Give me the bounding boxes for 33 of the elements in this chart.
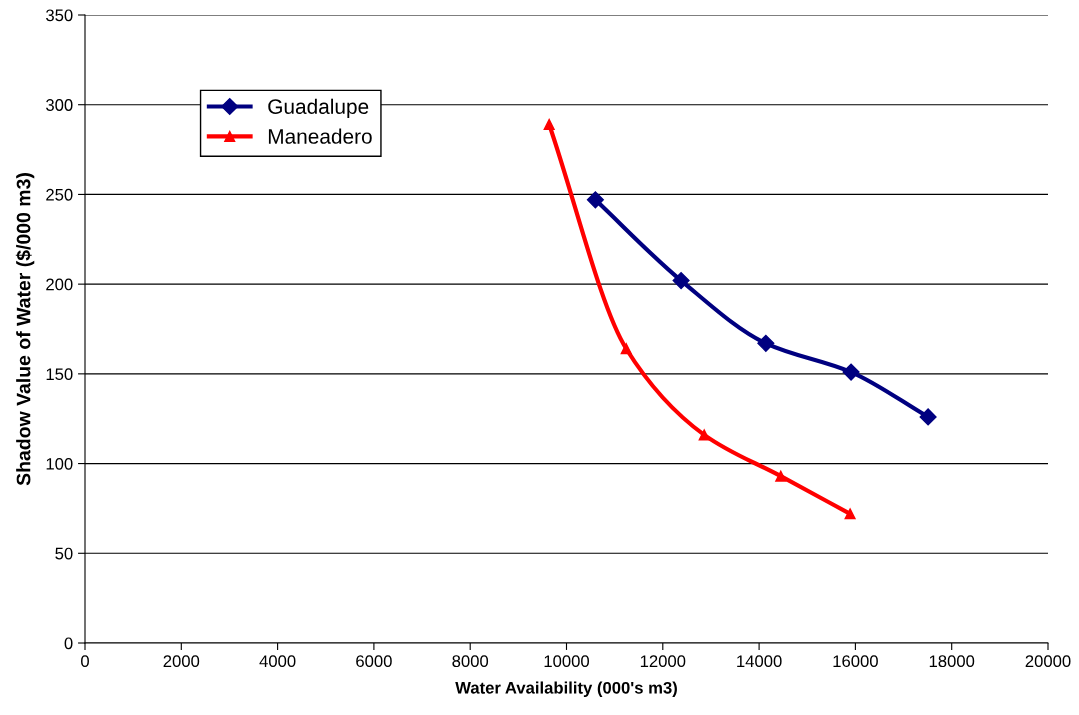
y-tick-label: 350: [46, 9, 73, 22]
y-tick-label: 100: [46, 457, 73, 470]
point: [775, 470, 787, 482]
x-tick-label: 2000: [163, 655, 200, 668]
x-tick-label: 16000: [833, 655, 878, 668]
legend-label: Guadalupe: [268, 98, 369, 119]
point: [543, 118, 555, 131]
x-tick-label: 14000: [737, 655, 782, 668]
x-tick-label: 18000: [929, 655, 975, 668]
x-axis-title: Water Availability (000's m3): [455, 681, 677, 697]
point: [698, 429, 710, 441]
point: [844, 508, 856, 520]
x-tick-label: 0: [81, 655, 89, 668]
x-tick-label: 8000: [452, 655, 489, 668]
point: [842, 363, 860, 381]
point: [672, 272, 690, 290]
y-axis-title: Shadow Value of Water ($/000 m3): [15, 173, 35, 486]
y-tick-label: 50: [55, 547, 73, 560]
x-tick-label: 4000: [259, 655, 296, 668]
point: [757, 334, 775, 352]
y-tick-label: 300: [46, 99, 73, 111]
point: [620, 343, 632, 355]
y-tick-label: 250: [46, 188, 73, 201]
legend-label: Maneadero: [268, 128, 372, 144]
point: [586, 191, 604, 209]
y-tick-label: 0: [64, 637, 73, 650]
x-tick-label: 10000: [544, 655, 590, 668]
x-tick-label: 20000: [1025, 655, 1071, 668]
y-tick-label: 200: [46, 278, 73, 291]
y-tick-label: 150: [46, 368, 73, 381]
x-tick-label: 12000: [640, 655, 686, 668]
x-tick-label: 6000: [356, 655, 392, 668]
point: [919, 408, 937, 426]
